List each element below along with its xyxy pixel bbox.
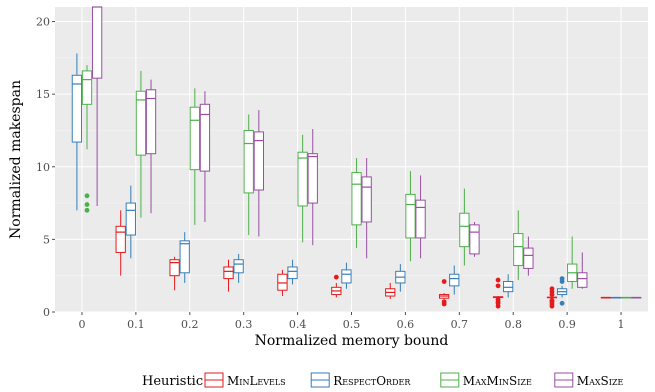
grid-lines (55, 7, 648, 313)
outlier-point (559, 276, 565, 281)
y-tick-label: 10 (36, 161, 50, 174)
box (169, 259, 180, 277)
box (297, 151, 308, 207)
x-tick-label: 0.5 (343, 318, 361, 331)
box (287, 266, 298, 280)
legend-label-minlevels: MinLevels (227, 374, 286, 388)
outlier-point (559, 300, 565, 306)
box (253, 131, 264, 191)
outlier-point (495, 283, 501, 289)
box (145, 89, 157, 155)
legend-key-minlevels (204, 372, 224, 388)
box (81, 70, 93, 105)
legend-key-maxsize (554, 372, 574, 388)
y-axis-title: Normalized makespan (8, 80, 24, 239)
legend: Heuristic MinLevels RespectOrder MaxMinSize… (142, 372, 624, 389)
box (179, 240, 190, 274)
box (223, 266, 234, 280)
box (469, 224, 480, 255)
box (513, 233, 524, 267)
box (91, 6, 103, 79)
y-tick-label: 20 (36, 16, 50, 29)
x-axis: 0 0.1 0.2 0.3 0.4 0.5 0.6 0.7 0.8 0.9 1 (78, 312, 625, 331)
y-tick-label: 0 (43, 306, 50, 319)
series-respectorder (71, 53, 622, 306)
box (199, 103, 211, 172)
x-tick-label: 0.8 (504, 318, 522, 331)
y-tick-label: 5 (43, 233, 50, 246)
box (577, 272, 588, 288)
box (233, 259, 244, 274)
outlier-point (84, 193, 90, 199)
box (351, 172, 362, 226)
x-tick-label: 0.9 (558, 318, 576, 331)
box (361, 176, 372, 223)
legend-label-maxsize: MaxSize (577, 374, 624, 388)
outlier-point (84, 202, 90, 207)
legend-key-respectorder (310, 372, 330, 388)
box (341, 269, 352, 284)
box (189, 106, 200, 171)
outlier-point (441, 279, 447, 284)
y-axis: 0 5 10 15 20 (36, 16, 55, 319)
series-maxsize (91, 6, 642, 299)
x-tick-label: 0.1 (127, 318, 145, 331)
outlier-point (84, 207, 90, 213)
outlier-point (549, 286, 555, 292)
x-tick-label: 0.7 (451, 318, 469, 331)
y-tick-label: 15 (36, 88, 50, 101)
legend-label-maxminsize: MaxMinSize (463, 374, 532, 388)
box (71, 74, 83, 143)
x-axis-title: Normalized memory bound (255, 333, 449, 349)
series-maxminsize (81, 65, 632, 299)
outlier-point (495, 277, 501, 283)
series-minlevels (115, 210, 612, 309)
box (125, 202, 136, 236)
legend-key-maxminsize (440, 372, 460, 388)
legend-label-respectorder: RespectOrder (333, 374, 411, 388)
x-tick-label: 0.3 (235, 318, 253, 331)
x-tick-label: 0.4 (289, 318, 307, 331)
box (503, 281, 514, 293)
box (523, 247, 534, 269)
x-tick-label: 0.2 (181, 318, 199, 331)
box-series (71, 6, 642, 309)
box (277, 273, 288, 291)
outlier-point (549, 297, 555, 303)
outlier-point (495, 297, 501, 303)
box (307, 153, 318, 204)
box (115, 225, 126, 253)
outlier-point (441, 299, 447, 305)
x-tick-label: 1 (618, 318, 625, 331)
box (459, 212, 470, 248)
box (405, 193, 416, 239)
x-tick-label: 0.6 (397, 318, 415, 331)
box (415, 199, 426, 239)
box (135, 90, 147, 156)
legend-title: Heuristic (142, 374, 203, 389)
box (243, 129, 254, 194)
box (449, 273, 460, 287)
outlier-point (333, 274, 339, 280)
x-tick-label: 0 (78, 318, 85, 331)
